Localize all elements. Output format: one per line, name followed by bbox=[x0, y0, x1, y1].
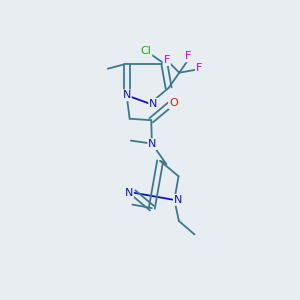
Text: N: N bbox=[125, 188, 133, 198]
Text: N: N bbox=[149, 99, 158, 109]
Text: O: O bbox=[169, 98, 178, 108]
Text: N: N bbox=[174, 195, 182, 205]
Text: N: N bbox=[122, 90, 131, 100]
Text: F: F bbox=[196, 64, 202, 74]
Text: Cl: Cl bbox=[141, 46, 152, 56]
Text: N: N bbox=[148, 139, 157, 149]
Text: F: F bbox=[164, 55, 170, 65]
Text: F: F bbox=[185, 51, 191, 61]
